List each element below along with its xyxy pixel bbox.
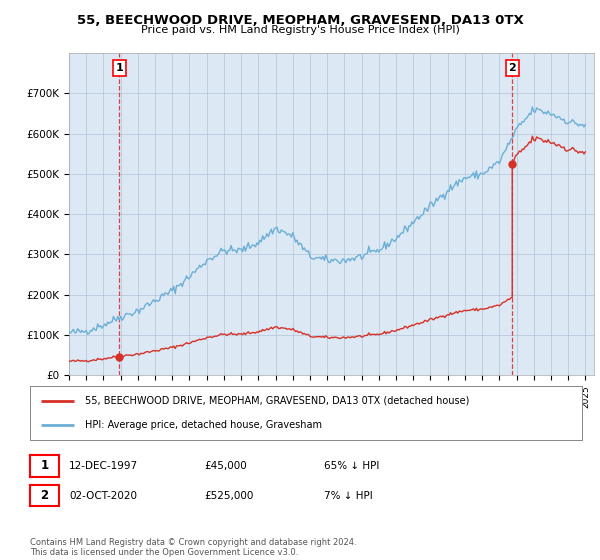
Text: 55, BEECHWOOD DRIVE, MEOPHAM, GRAVESEND, DA13 0TX (detached house): 55, BEECHWOOD DRIVE, MEOPHAM, GRAVESEND,… — [85, 396, 470, 406]
Text: 1: 1 — [115, 63, 123, 73]
Text: 1: 1 — [40, 459, 49, 473]
Text: 2: 2 — [508, 63, 516, 73]
Text: 2: 2 — [40, 489, 49, 502]
Text: Price paid vs. HM Land Registry's House Price Index (HPI): Price paid vs. HM Land Registry's House … — [140, 25, 460, 35]
Text: HPI: Average price, detached house, Gravesham: HPI: Average price, detached house, Grav… — [85, 420, 322, 430]
Text: Contains HM Land Registry data © Crown copyright and database right 2024.
This d: Contains HM Land Registry data © Crown c… — [30, 538, 356, 557]
Text: £45,000: £45,000 — [204, 461, 247, 471]
Text: 7% ↓ HPI: 7% ↓ HPI — [324, 491, 373, 501]
Text: 12-DEC-1997: 12-DEC-1997 — [69, 461, 138, 471]
Text: 55, BEECHWOOD DRIVE, MEOPHAM, GRAVESEND, DA13 0TX: 55, BEECHWOOD DRIVE, MEOPHAM, GRAVESEND,… — [77, 14, 523, 27]
Text: 02-OCT-2020: 02-OCT-2020 — [69, 491, 137, 501]
Text: £525,000: £525,000 — [204, 491, 253, 501]
Text: 65% ↓ HPI: 65% ↓ HPI — [324, 461, 379, 471]
